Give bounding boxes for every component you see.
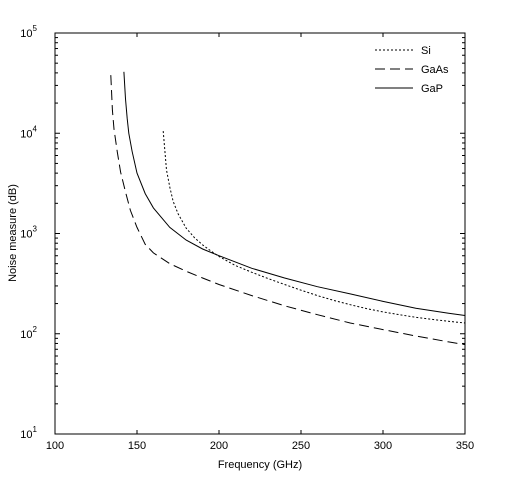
series-line-gap xyxy=(123,71,466,316)
x-axis-label: Frequency (GHz) xyxy=(218,459,302,471)
x-tick-label: 350 xyxy=(456,440,474,452)
x-tick-label: 100 xyxy=(46,440,64,452)
x-tick-label: 200 xyxy=(210,440,228,452)
y-tick-base: 10 xyxy=(20,28,32,40)
series-line-si xyxy=(162,131,466,324)
y-tick-exponent: 3 xyxy=(33,225,38,234)
y-tick-base: 10 xyxy=(20,329,32,341)
y-axis-label: Noise measure (dB) xyxy=(7,184,19,282)
legend: Si GaAs GaP xyxy=(375,45,449,95)
y-tick-label: 102 xyxy=(20,325,37,341)
y-tick-exponent: 4 xyxy=(33,124,38,133)
y-tick-label: 104 xyxy=(20,124,37,140)
x-tick-label: 150 xyxy=(128,440,146,452)
y-tick-label: 101 xyxy=(20,425,37,441)
y-tick-exponent: 2 xyxy=(33,325,38,334)
legend-label-si: Si xyxy=(421,45,431,57)
y-tick-base: 10 xyxy=(20,429,32,441)
legend-label-gaas: GaAs xyxy=(421,64,449,76)
y-tick-label: 105 xyxy=(20,24,37,40)
series-line-gaas xyxy=(110,75,466,346)
legend-label-gap: GaP xyxy=(421,83,443,95)
y-tick-label: 103 xyxy=(20,225,37,241)
y-tick-exponent: 1 xyxy=(33,425,38,434)
x-tick-label: 300 xyxy=(374,440,392,452)
y-tick-base: 10 xyxy=(20,229,32,241)
x-tick-label: 250 xyxy=(292,440,310,452)
plot-area-frame xyxy=(54,32,466,435)
y-tick-exponent: 5 xyxy=(33,24,38,33)
y-tick-base: 10 xyxy=(20,128,32,140)
x-axis-ticks: 100 150 200 250 300 350 xyxy=(46,33,474,452)
series-lines xyxy=(110,71,466,346)
